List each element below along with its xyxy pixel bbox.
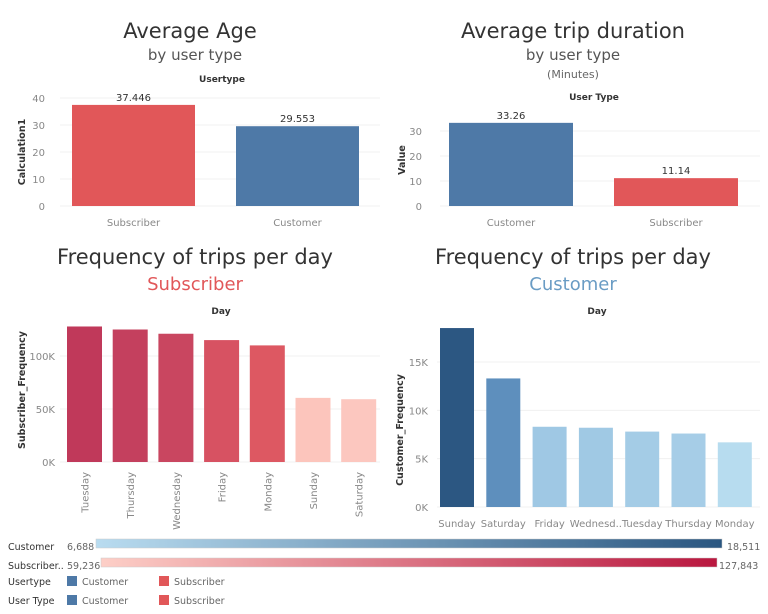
duration-chart: 0 10 20 30 33.26 Customer 11.14 Subscriber	[409, 111, 760, 229]
bar-monday[interactable]	[717, 442, 752, 507]
sub-freq-chart: 0K 50K 100K Tuesday Thursday Wednesday Friday M…	[29, 326, 380, 530]
x-tick-label: Subscriber	[107, 218, 161, 229]
bar-saturday[interactable]	[486, 378, 521, 507]
age-subtitle: by user type	[148, 46, 242, 64]
x-tick-label: Saturday	[355, 472, 366, 517]
y-tick-label: 20	[32, 148, 45, 159]
bar-thursday[interactable]	[671, 433, 706, 507]
y-tick-label: 30	[409, 127, 422, 138]
legend-min: 6,688	[67, 542, 94, 553]
duration-ylabel: Value	[397, 145, 408, 175]
x-tick-label: Tuesday	[81, 472, 92, 514]
legend-title: User Type	[8, 596, 55, 607]
x-tick-label: Thursday	[126, 472, 137, 520]
data-label: 37.446	[116, 93, 151, 104]
customer-color-legend: Customer 6,688 18,511	[8, 538, 760, 553]
color-ramp	[100, 557, 718, 568]
x-tick-label: Monday	[263, 472, 274, 512]
legend-item-label[interactable]: Subscriber	[174, 577, 225, 588]
bar-wednesd[interactable]	[578, 427, 613, 507]
x-tick-label: Wednesday	[172, 472, 183, 530]
bar-tuesday[interactable]	[625, 431, 660, 507]
age-ylabel: Calculation1	[17, 119, 28, 185]
y-tick-label: 50K	[36, 405, 56, 416]
x-tick-label: Sunday	[438, 519, 475, 530]
bar-saturday[interactable]	[341, 399, 377, 462]
cust-freq-ylabel: Customer_Frequency	[395, 373, 406, 486]
cust-freq-header: Day	[587, 307, 606, 317]
bar-tuesday[interactable]	[67, 326, 102, 462]
legend-item-label[interactable]: Subscriber	[174, 596, 225, 607]
legend-swatch[interactable]	[67, 595, 77, 605]
y-tick-label: 15K	[409, 358, 429, 369]
categorical-legends: Usertype Customer Subscriber User Type Custo…	[8, 576, 225, 607]
data-label: 11.14	[662, 166, 691, 177]
y-tick-label: 5K	[415, 455, 428, 466]
legend-swatch[interactable]	[159, 595, 169, 605]
age-header: Usertype	[199, 75, 245, 85]
age-chart: 0 10 20 30 40 37.446 Subscriber 29.553 Customer	[32, 93, 380, 229]
y-tick-label: 30	[32, 121, 45, 132]
y-tick-label: 20	[409, 152, 422, 163]
bar-friday[interactable]	[204, 340, 240, 462]
sub-freq-title: Frequency of trips per day	[57, 245, 333, 269]
duration-header: User Type	[569, 93, 619, 103]
data-label: 29.553	[280, 114, 315, 125]
sub-freq-subtitle: Subscriber	[147, 274, 243, 295]
legend-label: Customer	[8, 542, 54, 553]
bar-friday[interactable]	[532, 426, 567, 507]
bar-sunday[interactable]	[295, 397, 331, 462]
legend-title: Usertype	[8, 577, 51, 588]
bar-sunday[interactable]	[440, 328, 474, 507]
data-label: 33.26	[497, 111, 526, 122]
x-tick-label: Subscriber	[649, 218, 703, 229]
x-tick-label: Friday	[218, 472, 229, 502]
y-tick-label: 40	[32, 94, 45, 105]
y-tick-label: 0	[416, 202, 422, 213]
legend-item-label[interactable]: Customer	[82, 596, 128, 607]
legend-min: 59,236	[67, 561, 100, 572]
x-tick-label: Wednesd..	[570, 519, 622, 530]
color-ramp	[95, 538, 723, 549]
cust-freq-title: Frequency of trips per day	[435, 245, 711, 269]
x-tick-label: Tuesday	[621, 519, 663, 530]
x-tick-label: Customer	[487, 218, 536, 229]
legend-item-label[interactable]: Customer	[82, 577, 128, 588]
bar-wednesday[interactable]	[158, 333, 194, 462]
sub-freq-header: Day	[211, 307, 230, 317]
x-tick-label: Saturday	[481, 519, 526, 530]
duration-note: (Minutes)	[547, 68, 599, 81]
legend-swatch[interactable]	[159, 576, 169, 586]
bar-customer[interactable]	[449, 122, 573, 206]
bar-monday[interactable]	[249, 345, 285, 462]
y-tick-label: 0K	[42, 458, 55, 469]
bar-thursday[interactable]	[112, 329, 148, 463]
y-tick-label: 0	[39, 202, 45, 213]
bar-subscriber[interactable]	[72, 104, 195, 206]
legend-label: Subscriber..	[8, 561, 64, 572]
bar-customer[interactable]	[236, 126, 359, 206]
cust-freq-subtitle: Customer	[529, 274, 617, 295]
age-title: Average Age	[123, 19, 257, 43]
bar-subscriber[interactable]	[614, 178, 738, 206]
y-tick-label: 10K	[409, 406, 429, 417]
x-tick-label: Thursday	[664, 519, 712, 530]
y-tick-label: 0K	[415, 503, 428, 514]
legend-max: 18,511	[727, 542, 760, 553]
x-tick-label: Sunday	[309, 472, 320, 509]
duration-subtitle: by user type	[526, 46, 620, 64]
x-tick-label: Monday	[715, 519, 755, 530]
legend-swatch[interactable]	[67, 576, 77, 586]
duration-title: Average trip duration	[461, 19, 685, 43]
subscriber-color-legend: Subscriber.. 59,236 127,843	[8, 557, 758, 572]
y-tick-label: 100K	[29, 352, 55, 363]
x-tick-label: Customer	[273, 218, 322, 229]
y-tick-label: 10	[32, 175, 45, 186]
legend-max: 127,843	[719, 561, 758, 572]
sub-freq-ylabel: Subscriber_Frequency	[17, 330, 28, 449]
x-tick-label: Friday	[534, 519, 564, 530]
y-tick-label: 10	[409, 177, 422, 188]
